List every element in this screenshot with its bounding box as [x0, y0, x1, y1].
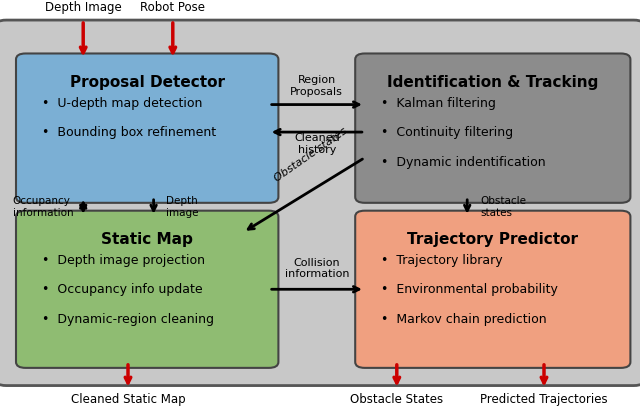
Text: •  Markov chain prediction: • Markov chain prediction — [381, 313, 547, 326]
Text: Collision
information: Collision information — [285, 258, 349, 279]
Text: Cleaned Static Map: Cleaned Static Map — [70, 393, 186, 406]
Text: Depth
image: Depth image — [166, 196, 199, 217]
Text: •  Kalman filtering: • Kalman filtering — [381, 97, 495, 110]
Text: •  Trajectory library: • Trajectory library — [381, 254, 502, 267]
Text: Obstacle states: Obstacle states — [272, 125, 349, 183]
FancyBboxPatch shape — [355, 53, 630, 203]
FancyBboxPatch shape — [16, 53, 278, 203]
Text: •  Occupancy info update: • Occupancy info update — [42, 284, 202, 296]
Text: •  Continuity filtering: • Continuity filtering — [381, 126, 513, 139]
Text: Static Map: Static Map — [101, 232, 193, 247]
Text: Obstacle
states: Obstacle states — [480, 196, 526, 217]
Text: •  Dynamic indentification: • Dynamic indentification — [381, 156, 545, 169]
Text: •  Depth image projection: • Depth image projection — [42, 254, 205, 267]
Text: •  Dynamic-region cleaning: • Dynamic-region cleaning — [42, 313, 214, 326]
Text: Trajectory Predictor: Trajectory Predictor — [407, 232, 579, 247]
Text: Depth Image: Depth Image — [45, 1, 122, 14]
Text: Proposal Detector: Proposal Detector — [70, 75, 225, 90]
Text: •  Environmental probability: • Environmental probability — [381, 284, 557, 296]
Text: Predicted Trajectories: Predicted Trajectories — [480, 393, 608, 406]
Text: Obstacle States: Obstacle States — [350, 393, 444, 406]
Text: Region
Proposals: Region Proposals — [291, 75, 343, 97]
FancyBboxPatch shape — [16, 211, 278, 368]
FancyBboxPatch shape — [355, 211, 630, 368]
Text: Cleaned
history: Cleaned history — [294, 133, 340, 155]
Text: Occupancy
information: Occupancy information — [13, 196, 74, 217]
Text: Robot Pose: Robot Pose — [140, 1, 205, 14]
Text: •  Bounding box refinement: • Bounding box refinement — [42, 126, 216, 139]
Text: Identification & Tracking: Identification & Tracking — [387, 75, 598, 90]
FancyBboxPatch shape — [0, 20, 640, 386]
Text: •  U-depth map detection: • U-depth map detection — [42, 97, 202, 110]
